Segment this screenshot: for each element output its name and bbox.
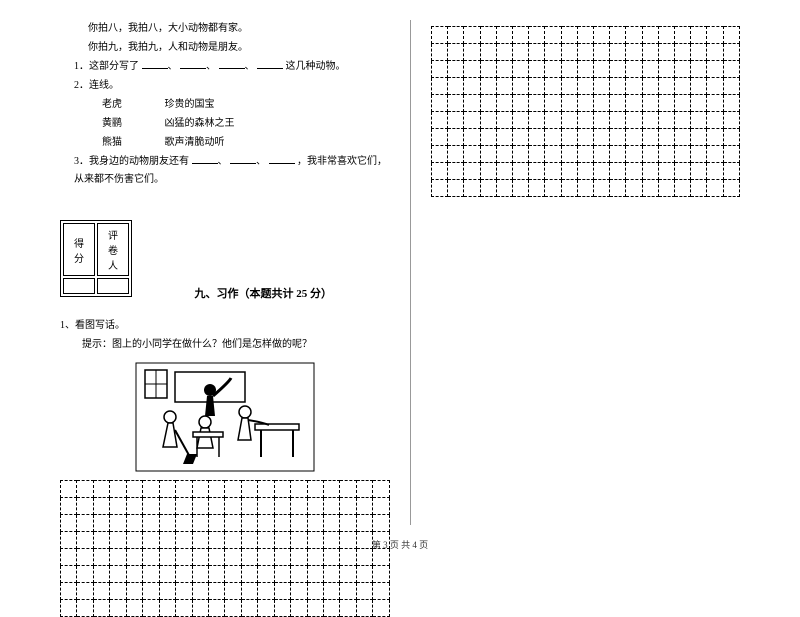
fill-blank[interactable] [142, 58, 168, 69]
writing-grid-right[interactable] [431, 26, 740, 197]
match-right: 凶猛的森林之王 [165, 118, 235, 129]
item-1: 1、看图写话。 [60, 317, 390, 335]
hint-text: 提示：图上的小同学在做什么？他们是怎样做的呢？ [60, 336, 390, 354]
match-left: 老虎 [102, 96, 162, 114]
question-3: 3．我身边的动物朋友还有 、 、 ，我非常喜欢它们，从来都不伤害它们。 [60, 153, 390, 189]
score-cell[interactable] [63, 278, 95, 294]
rhyme-line: 你拍八，我拍八，大小动物都有家。 [60, 20, 390, 38]
section-9-title: 九、习作（本题共计 25 分） [195, 279, 333, 309]
q3-prefix: 3．我身边的动物朋友还有 [74, 156, 189, 167]
question-2: 2．连线。 [60, 77, 390, 95]
match-right: 珍贵的国宝 [165, 99, 215, 110]
match-right: 歌声清脆动听 [165, 137, 225, 148]
fill-blank[interactable] [230, 153, 256, 164]
writing-prompt: 1、看图写话。 提示：图上的小同学在做什么？他们是怎样做的呢？ [60, 317, 390, 354]
match-left: 熊猫 [102, 134, 162, 152]
fill-blank[interactable] [180, 58, 206, 69]
classroom-cleaning-illustration [135, 362, 315, 472]
score-section: 得分 评卷人 九、习作（本题共计 25 分） [60, 190, 390, 309]
reviewer-label: 评卷人 [97, 223, 129, 276]
left-column: 你拍八，我拍八，大小动物都有家。 你拍九，我拍九，人和动物是朋友。 1．这部分写… [60, 20, 410, 525]
page-footer: 第 3 页 共 4 页 [0, 538, 800, 551]
reviewer-cell[interactable] [97, 278, 129, 294]
match-row: 熊猫 歌声清脆动听 [60, 134, 390, 152]
q1-prefix: 1．这部分写了 [74, 61, 139, 72]
question-1: 1．这部分写了 、 、 、 这几种动物。 [60, 58, 390, 76]
fill-blank[interactable] [192, 153, 218, 164]
fill-blank[interactable] [219, 58, 245, 69]
fill-blank[interactable] [257, 58, 283, 69]
score-label: 得分 [63, 223, 95, 276]
match-row: 黄鹂 凶猛的森林之王 [60, 115, 390, 133]
right-column [410, 20, 740, 525]
match-left: 黄鹂 [102, 115, 162, 133]
rhyme-line: 你拍九，我拍九，人和动物是朋友。 [60, 39, 390, 57]
match-row: 老虎 珍贵的国宝 [60, 96, 390, 114]
score-table: 得分 评卷人 [60, 220, 132, 297]
fill-blank[interactable] [269, 153, 295, 164]
q1-suffix: 这几种动物。 [286, 61, 346, 72]
